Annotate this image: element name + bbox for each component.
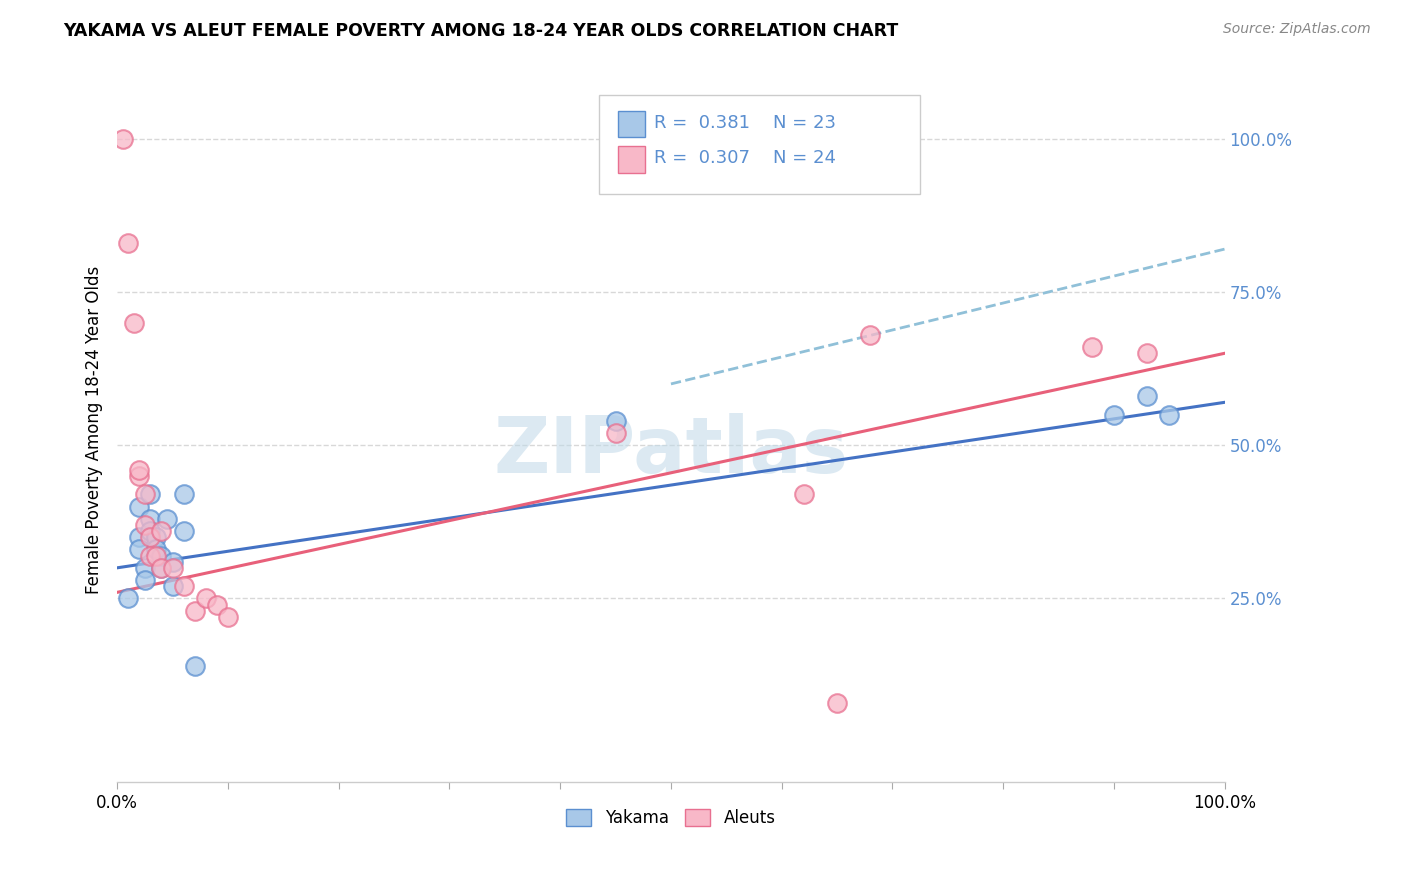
Text: YAKAMA VS ALEUT FEMALE POVERTY AMONG 18-24 YEAR OLDS CORRELATION CHART: YAKAMA VS ALEUT FEMALE POVERTY AMONG 18-… [63,22,898,40]
Point [128,500,150,514]
Point [150,549,173,563]
Point [150,524,173,538]
Point [162,555,184,569]
Point [859,327,882,342]
Text: ZIPatlas: ZIPatlas [494,413,848,489]
Text: R =  0.307    N = 24: R = 0.307 N = 24 [654,149,837,167]
Point [605,425,627,440]
Point [1136,346,1159,360]
Text: Source: ZipAtlas.com: Source: ZipAtlas.com [1223,22,1371,37]
Text: R =  0.381    N = 23: R = 0.381 N = 23 [654,113,837,131]
Point [122,316,145,330]
Point [205,598,228,612]
Point [605,414,627,428]
Point [139,487,162,501]
Point [145,542,167,557]
Point [128,530,150,544]
Point [1159,408,1181,422]
Point [173,579,195,593]
Y-axis label: Female Poverty Among 18-24 Year Olds: Female Poverty Among 18-24 Year Olds [86,266,103,594]
Point [134,487,156,501]
Point [194,591,217,606]
Point [128,468,150,483]
Point [1081,340,1104,354]
FancyBboxPatch shape [617,111,645,137]
Point [156,512,179,526]
Point [117,591,139,606]
Point [183,604,205,618]
Point [117,235,139,250]
Point [150,561,173,575]
Point [139,530,162,544]
Point [134,573,156,587]
Point [139,512,162,526]
Point [139,549,162,563]
Point [139,524,162,538]
Point [183,659,205,673]
Point [111,132,134,146]
Point [145,549,167,563]
Point [162,579,184,593]
Point [173,487,195,501]
Point [173,524,195,538]
Legend: Yakama, Aleuts: Yakama, Aleuts [560,803,782,834]
Point [217,610,239,624]
Point [134,517,156,532]
FancyBboxPatch shape [599,95,920,194]
Point [150,561,173,575]
Point [1102,408,1125,422]
Point [128,463,150,477]
Point [793,487,815,501]
FancyBboxPatch shape [617,145,645,173]
Point [145,530,167,544]
Point [1136,389,1159,403]
Point [128,542,150,557]
Point [134,561,156,575]
Point [825,696,848,710]
Point [162,561,184,575]
